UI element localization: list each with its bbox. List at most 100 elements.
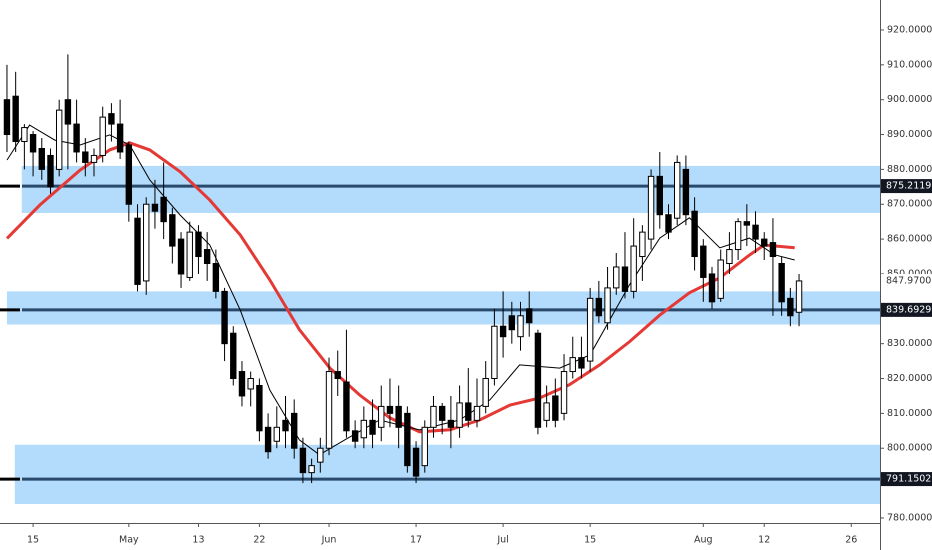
level-label-box bbox=[881, 302, 932, 317]
x-tick-label: 13 bbox=[192, 535, 204, 546]
candle-body bbox=[334, 371, 341, 380]
candle-body bbox=[404, 412, 411, 467]
candle-body bbox=[143, 203, 150, 282]
candle-body bbox=[264, 426, 272, 453]
candle-body bbox=[360, 419, 368, 439]
candle-body bbox=[29, 134, 37, 153]
candle-body bbox=[526, 308, 533, 324]
candle-body bbox=[195, 231, 202, 258]
level-label: 839.69293 bbox=[886, 304, 932, 315]
y-tick-label: 800.00000 bbox=[887, 443, 932, 454]
level-label-box bbox=[881, 179, 932, 194]
y-tick-label: 850.00000 bbox=[887, 268, 932, 279]
candle-body bbox=[761, 238, 768, 247]
candle-body bbox=[578, 357, 585, 369]
candle-body bbox=[116, 123, 124, 153]
candle-body bbox=[726, 249, 733, 264]
y-tick-label: 890.00000 bbox=[887, 129, 932, 140]
candle-body bbox=[12, 95, 19, 143]
y-tick-label: 910.00000 bbox=[887, 59, 932, 70]
candle-body bbox=[378, 405, 385, 428]
y-tick-label: 920.00000 bbox=[887, 24, 932, 35]
candle-body bbox=[273, 426, 280, 442]
candle-body bbox=[438, 405, 446, 421]
candle-body bbox=[630, 245, 637, 292]
candle-body bbox=[238, 371, 246, 397]
candle-body bbox=[734, 221, 742, 251]
candle-body bbox=[369, 419, 376, 435]
candle-body bbox=[3, 99, 11, 136]
candle-body bbox=[151, 203, 159, 212]
candle-body bbox=[291, 412, 298, 449]
last-price-label: 847.97000 bbox=[886, 276, 932, 287]
y-tick-label: 880.00000 bbox=[887, 164, 932, 175]
candle-body bbox=[569, 357, 576, 373]
candle-body bbox=[343, 381, 350, 432]
candle-body bbox=[203, 249, 211, 264]
candle-body bbox=[21, 127, 28, 143]
candle-body bbox=[99, 116, 106, 156]
candle-body bbox=[682, 168, 690, 216]
candle-body bbox=[560, 371, 568, 414]
candle-body bbox=[613, 266, 620, 289]
x-tick-label: 15 bbox=[27, 535, 39, 546]
candle-body bbox=[108, 113, 115, 125]
candle-body bbox=[543, 402, 550, 421]
candle-body bbox=[665, 214, 672, 233]
candle-body bbox=[221, 290, 228, 345]
candle-body bbox=[621, 266, 629, 292]
last-price-box bbox=[881, 274, 932, 289]
x-tick-label: 26 bbox=[845, 535, 857, 546]
candle-body bbox=[491, 325, 498, 380]
y-tick-label: 860.00000 bbox=[887, 234, 932, 245]
candle-body bbox=[212, 262, 220, 292]
candle-body bbox=[473, 405, 481, 421]
candle-body bbox=[134, 217, 141, 285]
candle-body bbox=[691, 210, 698, 258]
candle-body bbox=[125, 144, 133, 205]
level-label-box bbox=[881, 472, 932, 487]
candle-body bbox=[317, 447, 324, 463]
candle-body bbox=[465, 402, 472, 421]
candle-body bbox=[64, 99, 72, 125]
candle-body bbox=[169, 214, 176, 247]
candle-body bbox=[604, 287, 611, 324]
x-tick-label: Jun bbox=[321, 535, 337, 546]
y-tick-label: 780.00000 bbox=[887, 512, 932, 523]
candle-body bbox=[508, 315, 516, 331]
candle-body bbox=[247, 378, 254, 390]
candle-body bbox=[787, 297, 794, 317]
candle-body bbox=[177, 238, 185, 275]
candle-body bbox=[282, 419, 289, 432]
x-tick-label: May bbox=[119, 535, 139, 546]
y-tick-label: 820.00000 bbox=[887, 373, 932, 384]
candle-body bbox=[38, 147, 45, 170]
candle-body bbox=[421, 426, 428, 467]
candle-body bbox=[395, 405, 402, 428]
zone bbox=[14, 444, 880, 504]
zone bbox=[21, 165, 881, 213]
x-tick-label: Aug bbox=[694, 535, 713, 546]
candle-body bbox=[639, 231, 646, 258]
candle-body bbox=[595, 297, 603, 317]
candle-body bbox=[656, 175, 663, 216]
x-tick-label: 17 bbox=[410, 535, 422, 546]
candle-body bbox=[769, 242, 777, 258]
candle-body bbox=[308, 465, 315, 474]
candle-body bbox=[752, 224, 759, 240]
zone bbox=[6, 291, 881, 325]
candle-body bbox=[447, 419, 455, 428]
candle-body bbox=[673, 161, 681, 219]
candle-body bbox=[586, 297, 594, 362]
candle-body bbox=[717, 259, 724, 299]
candle-body bbox=[230, 332, 237, 380]
candle-body bbox=[482, 378, 489, 407]
y-tick-label: 900.00000 bbox=[887, 94, 932, 105]
candle-body bbox=[351, 430, 359, 442]
candle-body bbox=[82, 151, 89, 163]
y-tick-label: 870.00000 bbox=[887, 199, 932, 210]
candle-body bbox=[708, 273, 716, 303]
candle-body bbox=[325, 371, 333, 449]
